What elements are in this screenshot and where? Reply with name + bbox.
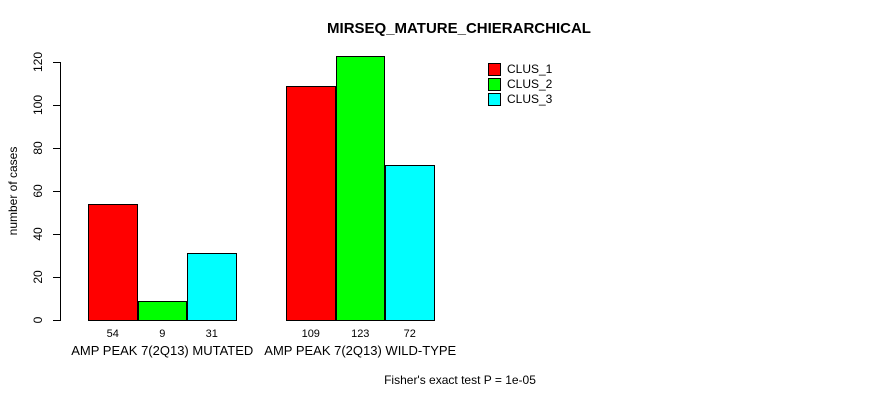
- legend-item-clus_1: CLUS_1: [488, 63, 552, 76]
- legend-item-clus_3: CLUS_3: [488, 91, 553, 106]
- bar-clus_3-group1: [187, 253, 237, 321]
- y-tick-mark: [53, 191, 60, 192]
- bar-clus_1-group2: [286, 85, 336, 321]
- annotation-text: Fisher's exact test P = 1e-05: [384, 373, 536, 387]
- bar-value-label: 123: [351, 328, 370, 340]
- bar-value-label: 109: [301, 328, 320, 340]
- y-tick-label: 40: [31, 227, 45, 241]
- bar-clus_2-group1: [137, 300, 187, 321]
- bar-value-label: 72: [403, 328, 416, 340]
- bar-value-label: 31: [205, 328, 218, 340]
- y-tick-mark: [53, 62, 60, 63]
- y-tick-mark: [53, 148, 60, 149]
- legend-label: CLUS_3: [507, 91, 553, 106]
- legend-swatch-icon: [488, 63, 501, 76]
- y-tick-label: 60: [31, 184, 45, 198]
- bar-clus_3-group2: [385, 165, 435, 321]
- y-tick-label: 0: [31, 316, 45, 324]
- y-axis-line: [60, 62, 61, 321]
- y-tick-label: 100: [31, 94, 45, 116]
- y-tick-label: 20: [31, 270, 45, 284]
- y-tick-label: 80: [31, 141, 45, 155]
- bar-value-label: 54: [106, 328, 119, 340]
- legend-label: CLUS_1: [507, 62, 553, 76]
- bar-clus_1-group1: [88, 203, 138, 321]
- y-tick-mark: [53, 234, 60, 235]
- y-tick-mark: [53, 277, 60, 278]
- bar-clus_2-group2: [335, 55, 385, 321]
- legend-label: CLUS_2: [507, 76, 553, 91]
- legend-swatch-icon: [488, 92, 501, 106]
- y-tick-mark: [53, 105, 60, 106]
- category-label: AMP PEAK 7(2Q13) MUTATED: [71, 343, 254, 358]
- legend-swatch-icon: [488, 77, 501, 91]
- category-label: AMP PEAK 7(2Q13) WILD-TYPE: [264, 343, 457, 358]
- chart-title: MIRSEQ_MATURE_CHIERARCHICAL: [327, 20, 591, 37]
- bar-value-label: 9: [159, 328, 166, 340]
- y-tick-label: 120: [31, 51, 45, 73]
- y-axis-label: number of cases: [6, 146, 20, 236]
- y-tick-mark: [53, 320, 60, 321]
- legend-item-clus_2: CLUS_2: [488, 76, 553, 91]
